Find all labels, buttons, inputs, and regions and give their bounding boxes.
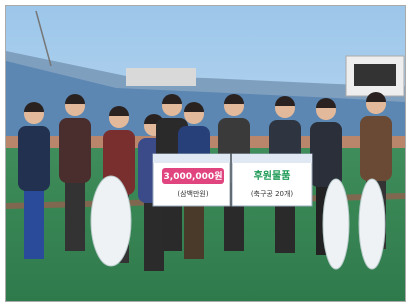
- person-body: [59, 118, 91, 183]
- scene: 3,000,000원 (삼백만원) 후원물품 (축구공 20개): [6, 6, 405, 301]
- person-legs: [144, 196, 164, 271]
- amount-note: (삼백만원): [177, 189, 208, 198]
- board-header: [153, 154, 230, 163]
- goods-title: 후원물품: [254, 169, 291, 182]
- person-legs: [24, 184, 44, 259]
- photo: 3,000,000원 (삼백만원) 후원물품 (축구공 20개): [0, 0, 411, 307]
- person-body: [360, 116, 392, 181]
- scoreboard-screen: [354, 64, 396, 86]
- ball-bag: [323, 179, 349, 269]
- ball-bag: [91, 176, 131, 266]
- amount: 3,000,000원: [164, 170, 223, 182]
- ball-bag: [359, 179, 385, 269]
- person-body: [310, 122, 342, 187]
- person-legs: [65, 176, 85, 251]
- page: 3,000,000원 (삼백만원) 후원물품 (축구공 20개) (() => …: [0, 0, 411, 307]
- board-header: [232, 154, 312, 163]
- goods-note: (축구공 20개): [251, 189, 294, 198]
- building: [126, 68, 196, 86]
- person-body: [18, 126, 50, 191]
